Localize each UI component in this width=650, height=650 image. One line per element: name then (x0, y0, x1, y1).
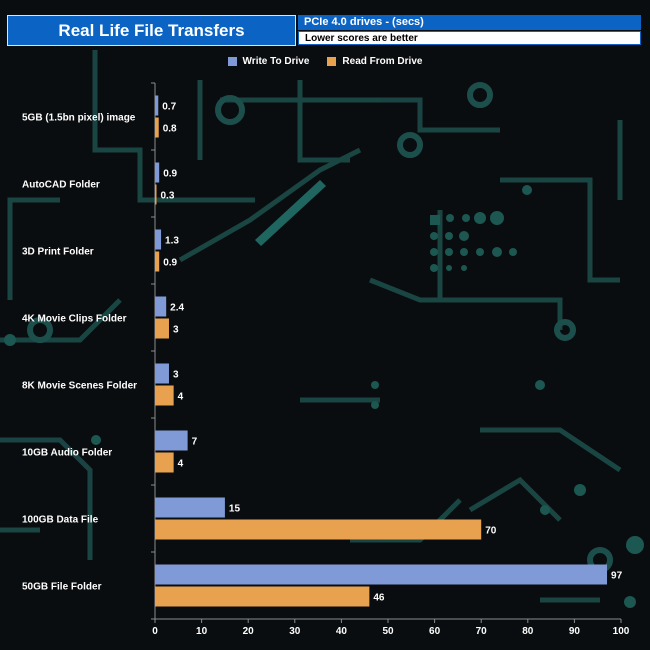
data-label-write: 15 (229, 504, 241, 515)
bar-write (155, 430, 188, 451)
x-tick-label: 80 (522, 626, 534, 637)
data-label-read: 3 (173, 325, 179, 336)
data-label-write: 2.4 (170, 303, 184, 314)
x-tick-label: 0 (152, 626, 158, 637)
data-label-write: 0.9 (163, 169, 177, 180)
bar-write (155, 564, 608, 585)
category-label: 5GB (1.5bn pixel) image (22, 113, 136, 124)
legend-item-write: Write To Drive (227, 55, 310, 67)
data-label-read: 4 (178, 459, 184, 470)
x-tick-label: 60 (429, 626, 441, 637)
x-tick-label: 100 (613, 626, 630, 637)
chart-subtitle: PCIe 4.0 drives - (secs) (298, 15, 641, 30)
x-tick-label: 50 (382, 626, 394, 637)
bar-write (155, 229, 162, 250)
x-tick-label: 70 (476, 626, 488, 637)
category-label: 10GB Audio Folder (22, 448, 112, 459)
bar-read (155, 117, 159, 138)
legend-swatch-read (327, 56, 337, 66)
bar-read (155, 452, 174, 473)
bar-read (155, 586, 370, 607)
data-label-read: 0.3 (161, 191, 175, 202)
data-label-write: 97 (611, 571, 623, 582)
data-label-read: 70 (485, 526, 497, 537)
data-label-read: 0.9 (163, 258, 177, 269)
x-tick-label: 10 (196, 626, 208, 637)
bar-write (155, 497, 225, 518)
category-label: 3D Print Folder (22, 247, 94, 258)
data-label-write: 1.3 (165, 236, 179, 247)
bar-read (155, 318, 169, 339)
bar-write (155, 95, 159, 116)
x-tick-label: 20 (243, 626, 255, 637)
bar-write (155, 162, 160, 183)
x-tick-label: 40 (336, 626, 348, 637)
bar-read (155, 251, 160, 272)
legend-item-read: Read From Drive (327, 56, 422, 67)
x-tick-label: 90 (569, 626, 581, 637)
legend-swatch-write (227, 56, 237, 66)
chart-legend: Write To Drive Read From Drive (0, 54, 650, 68)
bar-read (155, 184, 157, 205)
category-label: 100GB Data File (22, 515, 99, 526)
data-label-read: 4 (178, 392, 184, 403)
category-label: 50GB File Folder (22, 582, 102, 593)
category-label: 8K Movie Scenes Folder (22, 381, 137, 392)
legend-label-read: Read From Drive (342, 55, 423, 67)
chart-note: Lower scores are better (298, 31, 641, 45)
data-label-write: 3 (173, 370, 179, 381)
bar-write (155, 296, 167, 317)
data-label-read: 46 (373, 593, 385, 604)
category-label: AutoCAD Folder (22, 180, 100, 191)
data-label-read: 0.8 (163, 124, 177, 135)
category-label: 4K Movie Clips Folder (22, 314, 127, 325)
chart-title: Real Life File Transfers (7, 15, 296, 46)
data-label-write: 7 (192, 437, 198, 448)
data-label-write: 0.7 (162, 102, 176, 113)
x-tick-label: 30 (289, 626, 301, 637)
bar-write (155, 363, 169, 384)
bar-read (155, 519, 482, 540)
bar-read (155, 385, 174, 406)
legend-label-write: Write To Drive (242, 55, 310, 67)
